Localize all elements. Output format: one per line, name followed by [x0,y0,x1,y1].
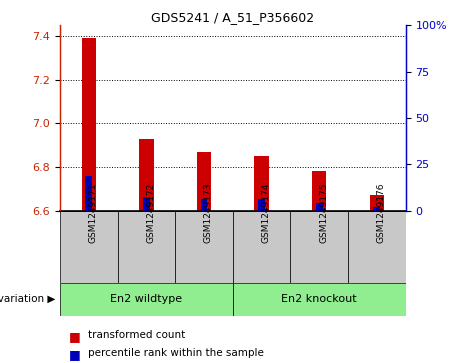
Text: GSM1249175: GSM1249175 [319,183,328,243]
Title: GDS5241 / A_51_P356602: GDS5241 / A_51_P356602 [151,11,314,24]
FancyBboxPatch shape [118,211,175,283]
FancyBboxPatch shape [60,211,118,283]
FancyBboxPatch shape [233,211,290,283]
Text: genotype/variation ▶: genotype/variation ▶ [0,294,55,305]
Bar [316,203,323,211]
Bar [82,38,96,211]
Text: ■: ■ [69,330,81,343]
Text: percentile rank within the sample: percentile rank within the sample [88,348,264,359]
Bar [143,197,150,211]
Text: En2 wildtype: En2 wildtype [110,294,183,305]
FancyBboxPatch shape [290,211,348,283]
Bar [370,195,384,211]
Bar [139,139,154,211]
Text: En2 knockout: En2 knockout [281,294,357,305]
Bar [258,199,265,211]
FancyBboxPatch shape [348,211,406,283]
Text: GSM1249171: GSM1249171 [89,183,98,243]
FancyBboxPatch shape [175,211,233,283]
Text: GSM1249173: GSM1249173 [204,183,213,243]
Bar [254,156,269,211]
Text: GSM1249172: GSM1249172 [146,183,155,243]
Bar [85,176,92,211]
Bar [233,283,406,316]
Text: ■: ■ [69,348,81,362]
Bar [201,199,207,211]
Bar [373,207,380,211]
Bar [312,171,326,211]
Bar [197,152,211,211]
Bar [60,283,233,316]
Text: GSM1249176: GSM1249176 [377,183,386,243]
Text: transformed count: transformed count [88,330,185,340]
Text: GSM1249174: GSM1249174 [262,183,271,243]
